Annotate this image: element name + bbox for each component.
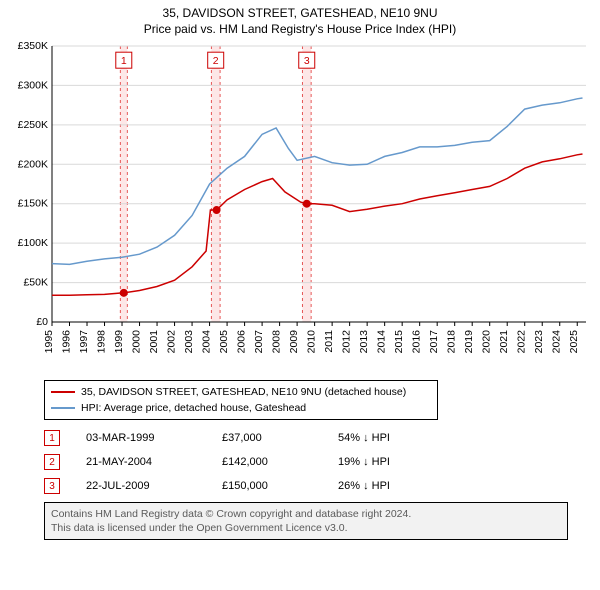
svg-text:2011: 2011 — [323, 330, 335, 353]
svg-text:2010: 2010 — [306, 330, 318, 354]
svg-text:1996: 1996 — [61, 330, 73, 354]
legend-row: 35, DAVIDSON STREET, GATESHEAD, NE10 9NU… — [51, 384, 431, 400]
legend-label: 35, DAVIDSON STREET, GATESHEAD, NE10 9NU… — [81, 384, 406, 400]
events-block: 1 03-MAR-1999 £37,000 54% ↓ HPI 2 21-MAY… — [44, 430, 600, 494]
svg-text:1997: 1997 — [78, 330, 90, 354]
svg-text:2023: 2023 — [533, 330, 545, 354]
event-delta: 26% ↓ HPI — [338, 480, 428, 492]
legend-row: HPI: Average price, detached house, Gate… — [51, 400, 431, 416]
event-date: 21-MAY-2004 — [86, 456, 196, 468]
event-price: £150,000 — [222, 480, 312, 492]
event-date: 22-JUL-2009 — [86, 480, 196, 492]
svg-text:2002: 2002 — [166, 330, 178, 354]
svg-text:2013: 2013 — [358, 330, 370, 354]
svg-text:2014: 2014 — [376, 330, 388, 354]
svg-text:2001: 2001 — [148, 330, 160, 354]
license-line: Contains HM Land Registry data © Crown c… — [51, 507, 561, 521]
event-badge-icon: 3 — [44, 478, 60, 494]
svg-text:2008: 2008 — [271, 330, 283, 354]
svg-text:2021: 2021 — [498, 330, 510, 354]
svg-text:1998: 1998 — [96, 330, 108, 354]
svg-text:£300K: £300K — [18, 79, 48, 91]
svg-text:2019: 2019 — [463, 330, 475, 354]
svg-text:2022: 2022 — [516, 330, 528, 354]
event-price: £37,000 — [222, 432, 312, 444]
svg-text:1995: 1995 — [43, 330, 55, 354]
chart-area: £0 £50K £100K £150K £200K £250K £300K £350K 1995… — [10, 42, 590, 372]
svg-text:1999: 1999 — [113, 330, 125, 354]
svg-text:2016: 2016 — [411, 330, 423, 354]
title-sub: Price paid vs. HM Land Registry's House … — [0, 22, 600, 36]
license-box: Contains HM Land Registry data © Crown c… — [44, 502, 568, 540]
svg-text:2018: 2018 — [446, 330, 458, 354]
legend-label: HPI: Average price, detached house, Gate… — [81, 400, 306, 416]
svg-text:2015: 2015 — [393, 330, 405, 354]
license-line: This data is licensed under the Open Gov… — [51, 521, 561, 535]
svg-text:2: 2 — [213, 55, 219, 67]
title-main: 35, DAVIDSON STREET, GATESHEAD, NE10 9NU — [0, 6, 600, 20]
svg-text:3: 3 — [304, 55, 310, 67]
svg-text:£0: £0 — [36, 316, 48, 328]
svg-text:2006: 2006 — [236, 330, 248, 354]
event-badge-icon: 1 — [44, 430, 60, 446]
legend-box: 35, DAVIDSON STREET, GATESHEAD, NE10 9NU… — [44, 380, 438, 420]
svg-text:2004: 2004 — [201, 330, 213, 354]
event-row: 2 21-MAY-2004 £142,000 19% ↓ HPI — [44, 454, 600, 470]
svg-text:2009: 2009 — [288, 330, 300, 354]
svg-text:2020: 2020 — [481, 330, 493, 354]
event-badge-icon: 2 — [44, 454, 60, 470]
legend-swatch-icon — [51, 407, 75, 409]
svg-text:2025: 2025 — [568, 330, 580, 354]
event-delta: 54% ↓ HPI — [338, 432, 428, 444]
event-price: £142,000 — [222, 456, 312, 468]
svg-text:£100K: £100K — [18, 237, 48, 249]
svg-text:2012: 2012 — [341, 330, 353, 354]
svg-text:2005: 2005 — [218, 330, 230, 354]
legend-swatch-icon — [51, 391, 75, 393]
svg-text:2024: 2024 — [551, 330, 563, 354]
svg-text:2003: 2003 — [183, 330, 195, 354]
svg-text:1: 1 — [121, 55, 127, 67]
svg-text:£350K: £350K — [18, 42, 48, 52]
svg-text:£50K: £50K — [23, 277, 48, 289]
svg-text:2000: 2000 — [131, 330, 143, 354]
svg-text:2017: 2017 — [428, 330, 440, 354]
title-block: 35, DAVIDSON STREET, GATESHEAD, NE10 9NU… — [0, 0, 600, 36]
line-chart: £0 £50K £100K £150K £200K £250K £300K £350K 1995… — [10, 42, 590, 372]
event-row: 1 03-MAR-1999 £37,000 54% ↓ HPI — [44, 430, 600, 446]
event-date: 03-MAR-1999 — [86, 432, 196, 444]
svg-text:2007: 2007 — [253, 330, 265, 354]
svg-text:£200K: £200K — [18, 158, 48, 170]
svg-text:£250K: £250K — [18, 119, 48, 131]
event-row: 3 22-JUL-2009 £150,000 26% ↓ HPI — [44, 478, 600, 494]
svg-text:£150K: £150K — [18, 198, 48, 210]
event-delta: 19% ↓ HPI — [338, 456, 428, 468]
